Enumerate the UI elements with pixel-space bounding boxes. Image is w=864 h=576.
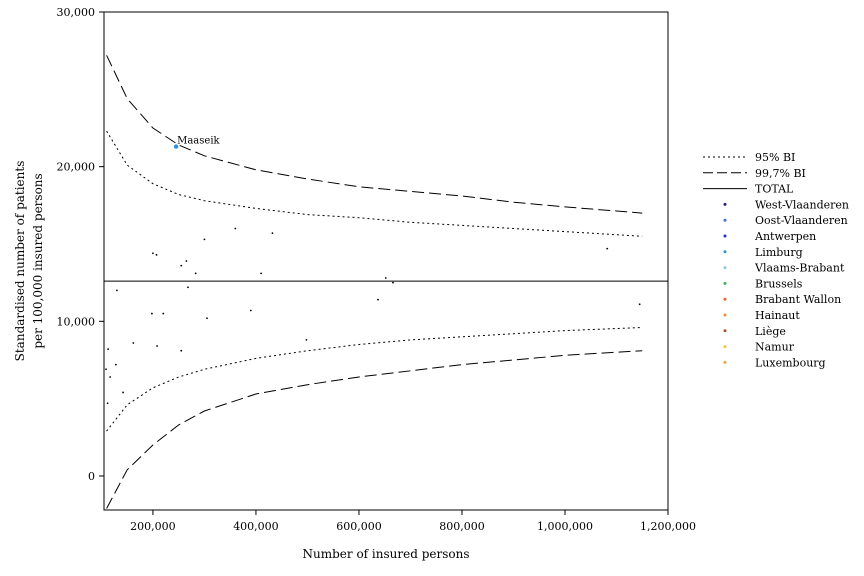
x-tick-label: 1,200,000	[640, 520, 696, 533]
legend-label: Namur	[755, 341, 795, 354]
legend-label: Antwerpen	[754, 230, 816, 243]
data-point	[377, 298, 379, 301]
legend-label: Oost-Vlaanderen	[755, 214, 848, 227]
data-point	[606, 247, 609, 250]
data-point	[114, 363, 117, 366]
data-point	[105, 368, 107, 371]
y-tick-label: 20,000	[57, 161, 96, 174]
data-point	[152, 252, 154, 255]
data-point	[132, 342, 135, 344]
legend-swatch	[723, 313, 727, 317]
legend-swatch	[723, 234, 727, 238]
legend-label: 99,7% BI	[755, 167, 806, 180]
data-point	[392, 281, 394, 284]
x-axis-title: Number of insured persons	[303, 547, 470, 561]
x-tick-label: 1,000,000	[537, 520, 593, 533]
x-tick-label: 400,000	[233, 520, 279, 533]
legend-label: Luxembourg	[755, 356, 826, 369]
data-point	[122, 391, 124, 394]
plot-frame	[103, 11, 669, 511]
legend-swatch	[723, 218, 727, 222]
legend-swatch	[723, 329, 727, 333]
y-axis-title-line-2: per 100,000 insured persons	[31, 173, 45, 348]
x-tick-label: 200,000	[130, 520, 176, 533]
legend: 95% BI 99,7% BI TOTAL West-Vlaanderen Oost-V…	[703, 151, 849, 369]
y-axis-title-line-1: Standardised number of patients	[13, 161, 27, 362]
y-tick-label: 30,000	[57, 6, 96, 19]
ci95-upper-curve	[106, 130, 643, 237]
data-point	[180, 264, 183, 267]
data-point	[384, 277, 387, 279]
point-annotation: Maaseik	[177, 136, 220, 147]
ci997-lower-curve	[106, 350, 643, 509]
x-tick-label: 800,000	[439, 520, 485, 533]
data-points: Maaseik	[105, 136, 641, 405]
legend-label: Limburg	[755, 246, 803, 259]
data-point	[249, 309, 252, 312]
data-point	[185, 260, 188, 262]
data-point	[156, 345, 158, 347]
data-point	[206, 317, 208, 320]
legend-swatch	[723, 266, 727, 270]
legend-label: Hainaut	[755, 309, 800, 322]
data-point	[173, 144, 179, 149]
x-tick-label: 600,000	[336, 520, 382, 533]
data-point	[106, 402, 109, 405]
axis-ticks: 200,000 400,000 600,000 800,000 1,000,000 1,2…	[57, 6, 696, 533]
legend-label: Brussels	[755, 277, 803, 290]
data-point	[115, 289, 118, 292]
ci997-upper-curve	[106, 55, 643, 214]
data-point	[234, 227, 237, 230]
data-point	[194, 272, 197, 275]
legend-swatch	[723, 250, 727, 254]
data-point	[638, 303, 641, 306]
confidence-bands	[104, 55, 668, 509]
legend-label: Vlaams-Brabant	[754, 262, 845, 275]
legend-label: TOTAL	[755, 183, 794, 196]
data-point	[180, 349, 183, 352]
y-tick-label: 10,000	[57, 315, 96, 328]
legend-swatch	[723, 281, 727, 285]
data-point	[187, 286, 189, 289]
legend-label: Brabant Wallon	[755, 293, 841, 306]
data-point	[109, 376, 112, 378]
data-point	[151, 312, 153, 315]
data-point	[271, 232, 274, 235]
legend-label: West-Vlaanderen	[755, 198, 849, 211]
ci95-lower-curve	[106, 327, 643, 432]
data-point	[155, 253, 158, 256]
data-point	[260, 272, 262, 275]
data-point	[305, 338, 308, 341]
data-point	[162, 312, 165, 315]
data-point	[107, 348, 110, 351]
legend-swatch	[723, 360, 727, 364]
legend-swatch	[723, 297, 727, 301]
plot-area	[103, 11, 669, 511]
legend-swatch	[723, 345, 727, 349]
legend-label: Liège	[755, 325, 786, 338]
legend-swatch	[723, 202, 727, 206]
data-point	[203, 238, 206, 241]
y-tick-label: 0	[88, 470, 95, 483]
legend-label: 95% BI	[755, 151, 795, 164]
